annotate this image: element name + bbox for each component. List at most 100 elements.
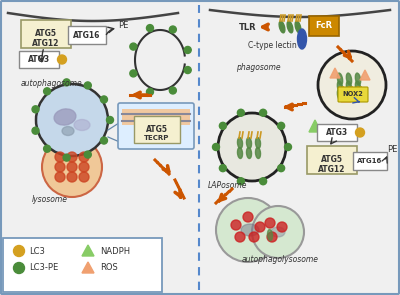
Text: TECRP: TECRP — [144, 135, 170, 141]
Circle shape — [44, 88, 51, 95]
Circle shape — [36, 84, 108, 156]
Text: ATG16: ATG16 — [357, 158, 383, 164]
Circle shape — [32, 106, 39, 113]
Circle shape — [267, 232, 277, 242]
Circle shape — [249, 232, 259, 242]
Circle shape — [55, 162, 65, 172]
Circle shape — [67, 152, 77, 162]
Text: ROS: ROS — [100, 263, 118, 273]
Circle shape — [14, 245, 24, 256]
Text: ATG5: ATG5 — [35, 30, 57, 39]
Circle shape — [255, 222, 265, 232]
Text: NOX2: NOX2 — [342, 91, 364, 98]
Ellipse shape — [241, 224, 259, 236]
Text: ATG16: ATG16 — [73, 30, 101, 40]
FancyBboxPatch shape — [19, 51, 59, 68]
Ellipse shape — [295, 21, 301, 33]
Circle shape — [106, 117, 114, 124]
FancyBboxPatch shape — [21, 20, 71, 48]
Ellipse shape — [355, 73, 361, 85]
Circle shape — [14, 263, 24, 273]
Ellipse shape — [346, 81, 352, 93]
FancyBboxPatch shape — [317, 124, 357, 141]
Circle shape — [219, 122, 226, 129]
Ellipse shape — [74, 119, 90, 130]
Circle shape — [42, 137, 102, 197]
Circle shape — [55, 172, 65, 182]
FancyBboxPatch shape — [122, 109, 190, 125]
Text: phagosome: phagosome — [236, 63, 280, 71]
Circle shape — [260, 178, 267, 185]
Circle shape — [216, 198, 280, 262]
Circle shape — [79, 162, 89, 172]
Circle shape — [100, 137, 108, 144]
Circle shape — [260, 109, 267, 116]
Ellipse shape — [337, 89, 343, 101]
Polygon shape — [341, 92, 351, 102]
Circle shape — [278, 165, 285, 172]
Circle shape — [219, 165, 226, 172]
Circle shape — [235, 232, 245, 242]
Circle shape — [278, 122, 285, 129]
Ellipse shape — [268, 230, 272, 240]
Circle shape — [146, 24, 154, 32]
Circle shape — [55, 152, 65, 162]
FancyBboxPatch shape — [134, 116, 180, 143]
Ellipse shape — [238, 137, 242, 148]
FancyBboxPatch shape — [3, 238, 162, 292]
Circle shape — [231, 220, 241, 230]
Text: ATG12: ATG12 — [318, 165, 346, 173]
Circle shape — [67, 172, 77, 182]
Circle shape — [265, 218, 275, 228]
Text: ATG5: ATG5 — [321, 155, 343, 165]
FancyBboxPatch shape — [68, 26, 106, 44]
Circle shape — [32, 127, 39, 134]
Ellipse shape — [337, 81, 343, 93]
Circle shape — [100, 96, 108, 103]
FancyBboxPatch shape — [307, 146, 357, 174]
Ellipse shape — [287, 21, 293, 33]
Circle shape — [218, 113, 286, 181]
Text: LAPosome: LAPosome — [208, 181, 248, 189]
Text: ATG3: ATG3 — [28, 55, 50, 64]
Polygon shape — [82, 262, 94, 273]
Ellipse shape — [346, 73, 352, 85]
Text: PE: PE — [118, 20, 128, 30]
Circle shape — [252, 206, 304, 258]
Text: autophagosome: autophagosome — [21, 78, 83, 88]
Text: ATG3: ATG3 — [326, 128, 348, 137]
Circle shape — [169, 87, 176, 94]
Ellipse shape — [355, 81, 361, 93]
Text: FcR: FcR — [316, 22, 332, 30]
Ellipse shape — [298, 29, 306, 49]
Circle shape — [67, 162, 77, 172]
Ellipse shape — [54, 109, 76, 125]
Ellipse shape — [279, 21, 285, 33]
FancyBboxPatch shape — [353, 152, 387, 170]
Circle shape — [237, 178, 244, 185]
Ellipse shape — [256, 148, 260, 158]
Ellipse shape — [246, 148, 252, 158]
Circle shape — [79, 172, 89, 182]
Polygon shape — [360, 70, 370, 80]
Ellipse shape — [271, 227, 285, 237]
Circle shape — [63, 154, 70, 161]
Circle shape — [277, 222, 287, 232]
FancyBboxPatch shape — [309, 16, 339, 36]
Circle shape — [356, 128, 364, 137]
Ellipse shape — [238, 148, 242, 158]
Circle shape — [184, 67, 191, 73]
Text: ATG5: ATG5 — [146, 124, 168, 134]
Text: autophagolysosome: autophagolysosome — [242, 255, 318, 265]
Circle shape — [58, 55, 66, 64]
Circle shape — [44, 145, 51, 152]
Circle shape — [84, 151, 91, 158]
Ellipse shape — [246, 137, 252, 148]
Ellipse shape — [62, 127, 74, 135]
Text: PE: PE — [387, 145, 397, 155]
FancyBboxPatch shape — [118, 103, 194, 149]
Text: LC3: LC3 — [29, 247, 45, 255]
Circle shape — [284, 143, 292, 150]
Circle shape — [79, 152, 89, 162]
Circle shape — [212, 143, 220, 150]
